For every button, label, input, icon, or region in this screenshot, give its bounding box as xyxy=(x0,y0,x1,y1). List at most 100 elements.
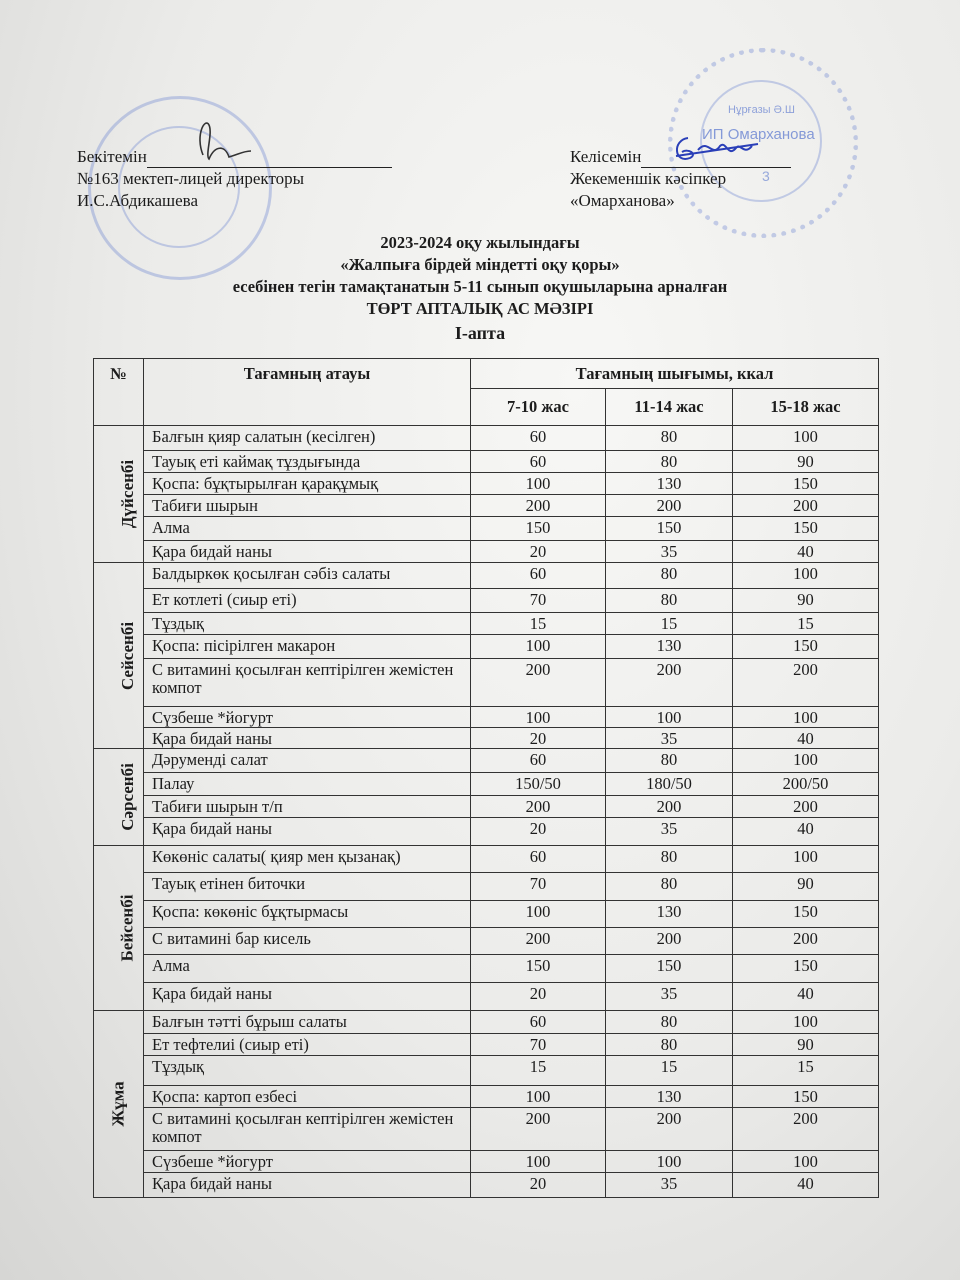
table-row: Сүзбеше *йогурт 100 100 100 xyxy=(94,1150,880,1173)
table-row: Қара бидай наны 20 35 40 xyxy=(94,1172,880,1198)
day-label: Сәрсенбі xyxy=(117,763,137,831)
kcal-value: 90 xyxy=(731,450,880,473)
kcal-value: 80 xyxy=(605,562,733,589)
stamp-number: 3 xyxy=(762,168,770,184)
entrepreneur-stamp-inner-ring xyxy=(700,80,822,202)
school-stamp-inner-ring xyxy=(118,126,240,248)
agreement-block: Келісемін Жекеменшік кәсіпкер «Омарханов… xyxy=(570,146,792,212)
kcal-value: 150 xyxy=(731,954,880,983)
kcal-value: 60 xyxy=(470,1010,606,1034)
kcal-value: 15 xyxy=(605,1055,733,1086)
kcal-value: 35 xyxy=(605,982,733,1011)
kcal-value: 100 xyxy=(470,472,606,495)
kcal-value: 80 xyxy=(605,450,733,473)
dish-name: Балдыркөк қосылған сәбіз салаты xyxy=(143,562,471,589)
kcal-value: 15 xyxy=(470,1055,606,1086)
dish-name: Сүзбеше *йогурт xyxy=(143,706,471,728)
dish-name: Қоспа: картоп езбесі xyxy=(143,1085,471,1108)
kcal-value: 100 xyxy=(470,706,606,728)
table-row: Палау 150/50 180/50 200/50 xyxy=(94,772,880,796)
kcal-value: 20 xyxy=(470,1172,606,1198)
kcal-value: 130 xyxy=(605,634,733,659)
kcal-value: 35 xyxy=(605,817,733,846)
kcal-value: 40 xyxy=(731,727,880,749)
kcal-value: 35 xyxy=(605,540,733,563)
dish-name: Ет тефтелиі (сиыр еті) xyxy=(143,1033,471,1056)
table-row: Табиғи шырын т/п 200 200 200 xyxy=(94,795,880,818)
kcal-value: 40 xyxy=(731,1172,880,1198)
kcal-value: 200 xyxy=(470,658,606,707)
kcal-value: 20 xyxy=(470,982,606,1011)
kcal-value: 60 xyxy=(470,748,606,773)
table-row: С витамині қосылған кептірілген жемістен… xyxy=(94,658,880,707)
kcal-value: 100 xyxy=(470,634,606,659)
table-row: Сүзбеше *йогурт 100 100 100 xyxy=(94,706,880,728)
kcal-value: 200 xyxy=(605,795,733,818)
table-row: С витамині бар кисель 200 200 200 xyxy=(94,927,880,955)
director-signature xyxy=(199,122,252,161)
day-cell: Дүйсенбі xyxy=(93,425,144,563)
approval-position: №163 мектеп-лицей директоры xyxy=(77,169,305,188)
kcal-value: 200 xyxy=(470,1107,606,1151)
kcal-value: 200 xyxy=(605,1107,733,1151)
kcal-value: 40 xyxy=(731,982,880,1011)
day-label: Жұма xyxy=(108,1081,128,1127)
kcal-value: 100 xyxy=(731,425,880,451)
kcal-value: 200 xyxy=(470,494,606,517)
kcal-value: 150 xyxy=(470,954,606,983)
kcal-value: 60 xyxy=(470,425,606,451)
table-row: Қара бидай наны 20 35 40 xyxy=(94,817,880,846)
agreement-position: Жекеменшік кәсіпкер xyxy=(570,169,727,188)
kcal-value: 130 xyxy=(605,1085,733,1108)
kcal-value: 35 xyxy=(605,727,733,749)
dish-name: С витамині қосылған кептірілген жемістен… xyxy=(143,1107,471,1151)
kcal-value: 200 xyxy=(731,927,880,955)
kcal-value: 200 xyxy=(731,795,880,818)
kcal-value: 150 xyxy=(605,954,733,983)
kcal-value: 70 xyxy=(470,588,606,613)
table-row: Дүйсенбі Балғын қияр салатын (кесілген) 60… xyxy=(93,425,880,563)
dish-name: Қара бидай наны xyxy=(143,982,471,1011)
header-age-7-10: 7-10 жас xyxy=(470,388,606,426)
header-age-11-14: 11-14 жас xyxy=(605,388,733,426)
header-yield: Тағамның шығымы, ккал xyxy=(469,358,880,389)
kcal-value: 130 xyxy=(605,472,733,495)
table-row: Жұма Балғын тәтті бұрыш салаты 60 80 100 xyxy=(93,1010,880,1198)
kcal-value: 200 xyxy=(731,494,880,517)
table-row: Табиғи шырын 200 200 200 xyxy=(94,494,880,517)
kcal-value: 100 xyxy=(731,748,880,773)
kcal-value: 100 xyxy=(470,1085,606,1108)
kcal-value: 80 xyxy=(605,588,733,613)
dish-name: Қара бидай наны xyxy=(143,540,471,563)
kcal-value: 200 xyxy=(731,658,880,707)
kcal-value: 90 xyxy=(731,872,880,901)
header-num: № xyxy=(93,358,144,426)
table-row: Қоспа: картоп езбесі 100 130 150 xyxy=(94,1085,880,1108)
title-line-2: «Жалпыға бірдей міндетті оқу қоры» xyxy=(340,255,620,274)
kcal-value: 90 xyxy=(731,588,880,613)
kcal-value: 40 xyxy=(731,540,880,563)
dish-name: Қоспа: көкөніс бұқтырмасы xyxy=(143,900,471,928)
dish-name: С витамині қосылған кептірілген жемістен… xyxy=(143,658,471,707)
table-row: С витамині қосылған кептірілген жемістен… xyxy=(94,1107,880,1151)
dish-name: Ет котлеті (сиыр еті) xyxy=(143,588,471,613)
dish-name: Дәрумендi салат xyxy=(143,748,471,773)
approval-name: И.С.Абдикашева xyxy=(77,191,199,210)
kcal-value: 40 xyxy=(731,817,880,846)
dish-name: Қоспа: пісірілген макарон xyxy=(143,634,471,659)
kcal-value: 100 xyxy=(731,1010,880,1034)
day-cell: Жұма xyxy=(93,1010,144,1198)
kcal-value: 150 xyxy=(731,900,880,928)
kcal-value: 90 xyxy=(731,1033,880,1056)
kcal-value: 200 xyxy=(605,494,733,517)
dish-name: Тұздық xyxy=(143,1055,471,1086)
kcal-value: 150 xyxy=(731,472,880,495)
kcal-value: 100 xyxy=(731,706,880,728)
table-row: Ет котлеті (сиыр еті) 70 80 90 xyxy=(94,588,880,613)
kcal-value: 180/50 xyxy=(605,772,733,796)
kcal-value: 100 xyxy=(731,1150,880,1173)
day-label: Сейсенбі xyxy=(118,621,138,690)
title-line-1: 2023-2024 оқу жылындағы xyxy=(380,233,580,252)
title-line-3: есебінен тегін тамақтанатын 5-11 сынып о… xyxy=(232,277,728,296)
kcal-value: 150 xyxy=(731,516,880,541)
